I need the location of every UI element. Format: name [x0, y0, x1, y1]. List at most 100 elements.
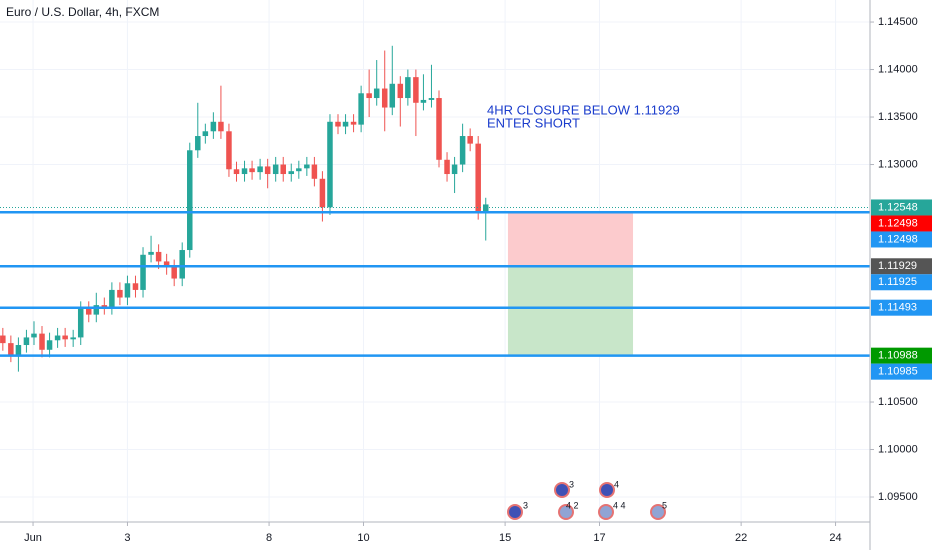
- y-tick-label: 1.13000: [878, 158, 918, 170]
- candle-body: [202, 131, 209, 137]
- x-tick-label: Jun: [24, 532, 42, 544]
- event-count: 5: [662, 500, 667, 510]
- candle-body: [70, 337, 76, 340]
- candle-body: [350, 121, 357, 125]
- candle-body: [8, 343, 14, 355]
- x-tick-label: 22: [735, 532, 747, 544]
- candle-body: [358, 93, 364, 125]
- candle-body: [179, 250, 185, 279]
- event-icon: [599, 482, 615, 498]
- candle-body: [226, 131, 232, 170]
- candle-body: [155, 251, 162, 262]
- candle-body: [210, 121, 217, 132]
- candle-body: [304, 164, 310, 169]
- candle-body: [163, 261, 170, 268]
- event-count: 3: [523, 500, 528, 510]
- axes: 1.14500 1.14000 1.13500 1.13000 1.10500 1.100…: [24, 16, 932, 544]
- y-tick-label: 1.13500: [878, 111, 918, 123]
- candle-body: [467, 136, 473, 144]
- event-icon: [558, 504, 574, 520]
- candle-body: [413, 77, 419, 103]
- plot: [0, 45, 870, 372]
- candle-body: [475, 143, 481, 213]
- event-count: 4: [614, 479, 619, 489]
- candle-body: [280, 164, 286, 175]
- candle-body: [482, 204, 489, 213]
- price-label-bg: [871, 231, 932, 248]
- stop-zone: [507, 212, 634, 267]
- x-tick-label: 15: [499, 532, 511, 544]
- candle-body: [218, 121, 224, 132]
- price-label-bg: [871, 299, 932, 316]
- price-label: 1.11925: [878, 276, 917, 288]
- candle-body: [311, 164, 318, 179]
- events: 3 3 4 2 4 4 4 5: [507, 479, 667, 520]
- candle-body: [381, 88, 388, 108]
- candle-body: [405, 77, 411, 99]
- candle-body: [39, 333, 45, 350]
- candle-body: [54, 335, 61, 341]
- candle-body: [124, 283, 131, 298]
- candle-body: [148, 251, 154, 255]
- candle-body: [85, 308, 92, 315]
- price-label-bg: [871, 199, 932, 216]
- candle-body: [62, 335, 68, 340]
- candle-body: [140, 254, 146, 290]
- event-icon: [554, 482, 570, 498]
- y-tick-label: 1.09500: [878, 491, 918, 503]
- candle-body: [117, 289, 123, 298]
- price-label-bg: [871, 347, 932, 364]
- candle-body: [397, 83, 404, 99]
- candle-body: [233, 169, 240, 175]
- candle-body: [288, 171, 295, 175]
- candle-body: [257, 166, 263, 173]
- candle-body: [132, 283, 139, 290]
- target-zone: [507, 266, 634, 356]
- candle-body: [93, 305, 100, 315]
- price-label: 1.12498: [878, 217, 918, 229]
- candle-body: [373, 88, 380, 99]
- y-tick-label: 1.10000: [878, 443, 918, 455]
- candle-body: [444, 159, 450, 175]
- price-label: 1.10988: [878, 350, 918, 362]
- price-label: 1.12498: [878, 233, 918, 245]
- x-tick-label: 24: [829, 532, 841, 544]
- event-icon: [598, 504, 614, 520]
- candle-body: [436, 98, 442, 160]
- candle-body: [46, 340, 53, 350]
- candle-body: [15, 345, 22, 355]
- x-tick-label: 17: [593, 532, 605, 544]
- candle-body: [77, 308, 84, 338]
- candle-body: [319, 178, 326, 208]
- price-label: 1.11929: [878, 260, 917, 272]
- price-label-bg: [871, 215, 932, 232]
- event-icon: [650, 504, 666, 520]
- event-count: 4 4: [613, 500, 626, 510]
- candle-body: [171, 267, 177, 279]
- event-count: 3: [569, 479, 574, 489]
- candle-body: [389, 83, 396, 108]
- candle-body: [327, 121, 333, 208]
- y-tick-label: 1.14000: [878, 63, 918, 75]
- candle-body: [459, 136, 466, 165]
- annotation: ENTER SHORT: [487, 115, 580, 130]
- candle-body: [272, 164, 279, 175]
- y-tick-label: 1.10500: [878, 396, 918, 408]
- x-tick-label: 10: [357, 532, 369, 544]
- candle-body: [187, 150, 193, 251]
- candle-body: [109, 289, 115, 308]
- price-label: 1.12548: [878, 201, 918, 213]
- candle-body: [342, 121, 349, 127]
- event-icon: [507, 504, 523, 520]
- candle-body: [335, 121, 341, 127]
- y-tick-label: 1.14500: [878, 16, 918, 28]
- price-label-bg: [871, 258, 932, 275]
- candle-body: [264, 166, 271, 175]
- candle-body: [23, 337, 30, 346]
- price-label: 1.10985: [878, 366, 918, 378]
- candle-body: [420, 99, 427, 103]
- x-tick-label: 8: [266, 532, 272, 544]
- candle-body: [451, 164, 458, 175]
